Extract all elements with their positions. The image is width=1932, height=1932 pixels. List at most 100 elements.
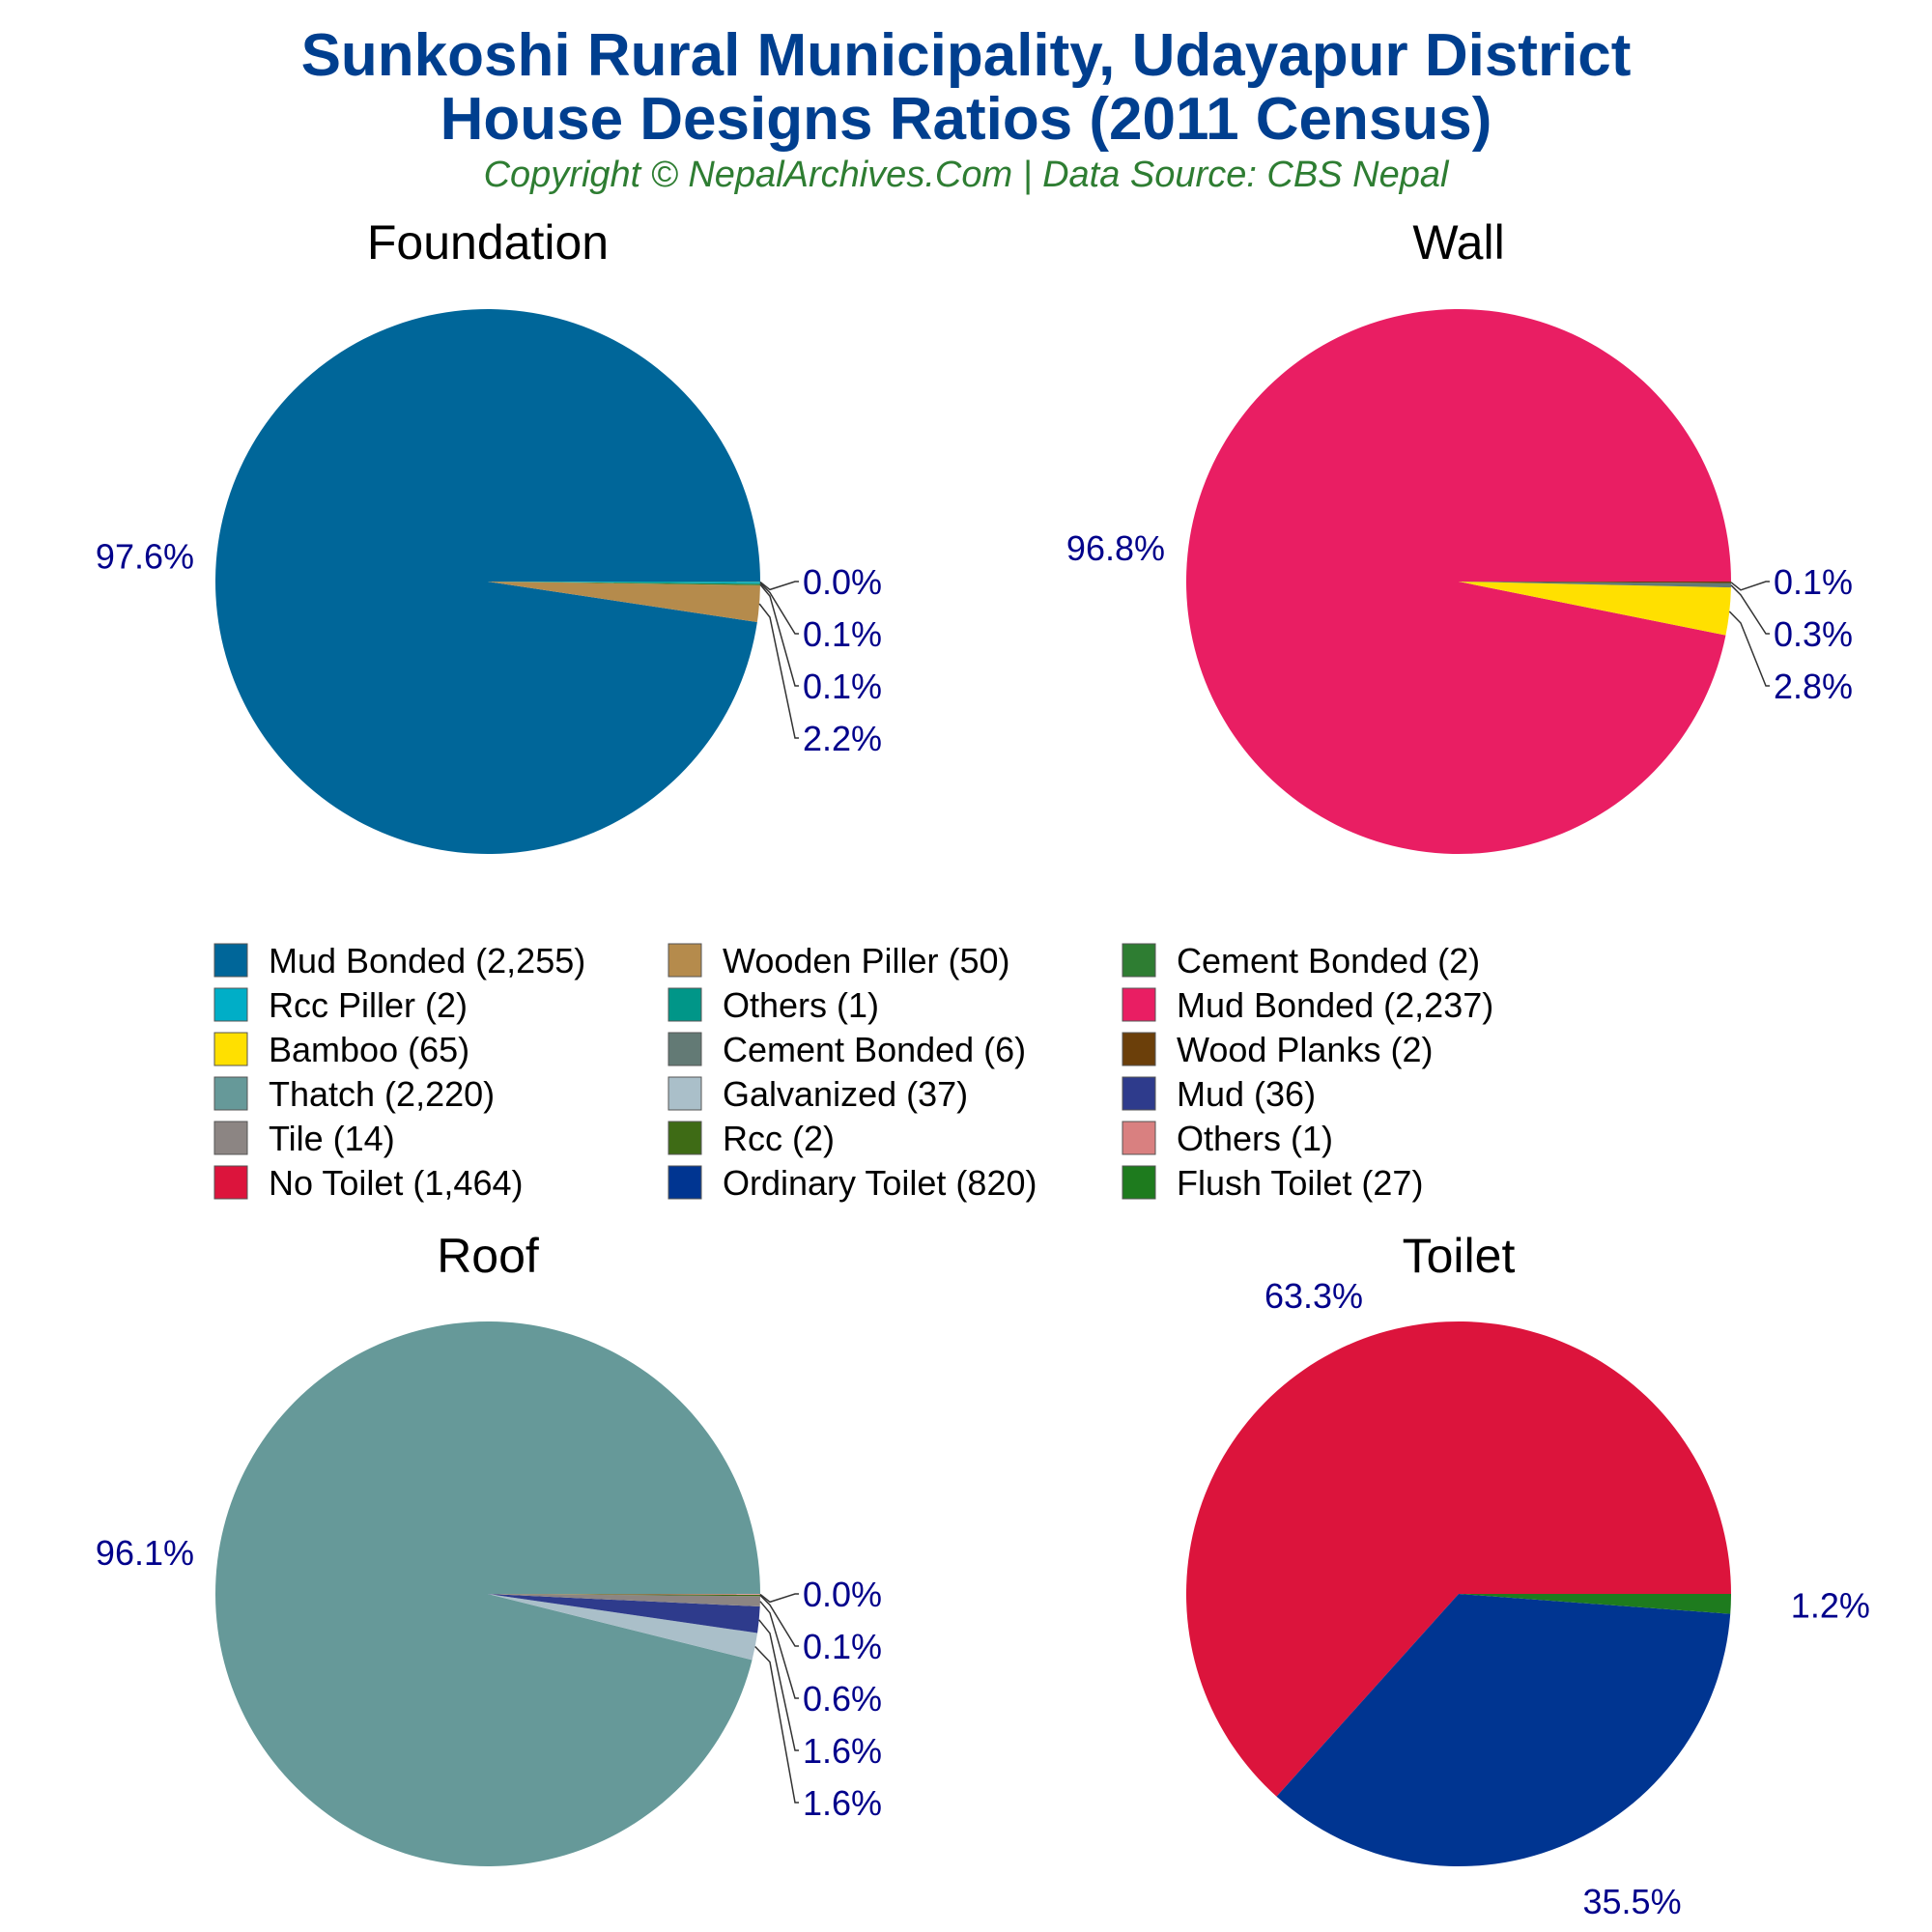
pie-leader-foundation-cement-bonded bbox=[759, 583, 799, 687]
legend-item-flush-toilet-27: Flush Toilet (27) bbox=[1122, 1163, 1423, 1203]
legend-item-galvanized-37: Galvanized (37) bbox=[668, 1074, 968, 1114]
pie-slice-foundation-mud-bonded bbox=[215, 308, 760, 854]
legend-swatch-tile-14 bbox=[213, 1121, 248, 1155]
legend-label-galvanized-37: Galvanized (37) bbox=[723, 1074, 968, 1114]
legend-label-mud-bonded-2-255: Mud Bonded (2,255) bbox=[269, 941, 585, 980]
legend-label-no-toilet-1-464: No Toilet (1,464) bbox=[269, 1163, 523, 1203]
legend-swatch-mud-bonded-2-237 bbox=[1122, 987, 1156, 1022]
legend-item-mud-36: Mud (36) bbox=[1122, 1074, 1316, 1114]
pie-title-wall: Wall bbox=[1412, 215, 1504, 270]
pie-label-roof-rcc: 0.1% bbox=[803, 1627, 882, 1666]
legend-label-mud-36: Mud (36) bbox=[1177, 1074, 1316, 1114]
legend-swatch-wooden-piller-50 bbox=[668, 943, 702, 978]
pie-label-roof-galvanized: 1.6% bbox=[803, 1783, 882, 1823]
pie-title-roof: Roof bbox=[437, 1229, 539, 1283]
legend-item-wooden-piller-50: Wooden Piller (50) bbox=[668, 941, 1009, 980]
pie-label-roof-mud: 1.6% bbox=[803, 1731, 882, 1771]
pie-label-roof-tile: 0.6% bbox=[803, 1679, 882, 1719]
legend-swatch-rcc-piller-2 bbox=[213, 987, 248, 1022]
pie-label-wall-mud-bonded: 96.8% bbox=[1066, 528, 1165, 568]
legend-label-wooden-piller-50: Wooden Piller (50) bbox=[723, 941, 1009, 980]
legend-item-no-toilet-1-464: No Toilet (1,464) bbox=[213, 1163, 523, 1203]
legend-swatch-thatch-2-220 bbox=[213, 1076, 248, 1111]
pie-slice-roof-others bbox=[488, 1594, 761, 1595]
pie-slice-roof-mud bbox=[488, 1594, 760, 1634]
legend-swatch-ordinary-toilet-820 bbox=[668, 1165, 702, 1200]
pie-slice-toilet-no-toilet bbox=[1186, 1321, 1731, 1797]
pie-toilet: Toilet 63.3% 35.5% 1.2% bbox=[1186, 1229, 1870, 1921]
legend-item-others-1: Others (1) bbox=[1122, 1119, 1333, 1158]
legend-label-others-1: Others (1) bbox=[723, 985, 879, 1025]
pie-label-toilet-ordinary-toilet: 35.5% bbox=[1583, 1882, 1682, 1921]
legend-item-wood-planks-2: Wood Planks (2) bbox=[1122, 1030, 1433, 1069]
legend-swatch-cement-bonded-6 bbox=[668, 1032, 702, 1066]
pie-label-foundation-wooden-piller: 2.2% bbox=[803, 719, 882, 758]
legend-swatch-others-1 bbox=[668, 987, 702, 1022]
pie-label-wall-cement-bonded: 0.3% bbox=[1774, 614, 1853, 654]
legend-item-mud-bonded-2-237: Mud Bonded (2,237) bbox=[1122, 985, 1493, 1025]
legend-item-cement-bonded-2: Cement Bonded (2) bbox=[1122, 941, 1480, 980]
pie-leader-roof-galvanized bbox=[754, 1645, 799, 1804]
pie-label-wall-wood-planks: 0.1% bbox=[1774, 562, 1853, 602]
legend-label-bamboo-65: Bamboo (65) bbox=[269, 1030, 469, 1069]
chart-title-line-2: House Designs Ratios (2011 Census) bbox=[440, 86, 1492, 153]
legend-swatch-no-toilet-1-464 bbox=[213, 1165, 248, 1200]
pie-label-roof-others: 0.0% bbox=[803, 1575, 882, 1614]
pie-slice-roof-galvanized bbox=[488, 1594, 758, 1661]
legend-item-ordinary-toilet-820: Ordinary Toilet (820) bbox=[668, 1163, 1037, 1203]
legend-label-tile-14: Tile (14) bbox=[269, 1119, 395, 1158]
legend-label-rcc-piller-2: Rcc Piller (2) bbox=[269, 985, 468, 1025]
pie-leader-roof-mud bbox=[758, 1619, 799, 1751]
pie-label-roof-thatch: 96.1% bbox=[96, 1533, 194, 1573]
legend-item-cement-bonded-6: Cement Bonded (6) bbox=[668, 1030, 1026, 1069]
legend-label-thatch-2-220: Thatch (2,220) bbox=[269, 1074, 495, 1114]
pie-foundation: Foundation 97.6% 0.0% 0.1% 0.1% 2.2% bbox=[96, 215, 882, 854]
legend-label-cement-bonded-6: Cement Bonded (6) bbox=[723, 1030, 1026, 1069]
pie-label-foundation-mud-bonded: 97.6% bbox=[96, 536, 194, 576]
pie-title-toilet: Toilet bbox=[1403, 1229, 1516, 1283]
legend-swatch-galvanized-37 bbox=[668, 1076, 702, 1111]
pie-slice-roof-tile bbox=[488, 1594, 760, 1607]
pie-slice-foundation-rcc-piller bbox=[488, 582, 760, 584]
pie-slice-toilet-flush-toilet bbox=[1459, 1594, 1731, 1614]
legend: Mud Bonded (2,255) Wooden Piller (50) Ceme… bbox=[213, 941, 1493, 1203]
pie-wall: Wall 96.8% 0.1% 0.3% 2.8% bbox=[1066, 215, 1853, 855]
pie-slice-toilet-ordinary-toilet bbox=[1276, 1594, 1731, 1866]
pie-slice-roof-rcc bbox=[488, 1594, 760, 1597]
legend-swatch-mud-36 bbox=[1122, 1076, 1156, 1111]
legend-item-mud-bonded-2-255: Mud Bonded (2,255) bbox=[213, 941, 585, 980]
pie-label-foundation-others: 0.0% bbox=[803, 562, 882, 602]
pie-label-toilet-no-toilet: 63.3% bbox=[1264, 1276, 1363, 1316]
pie-leader-wall-bamboo bbox=[1728, 611, 1770, 687]
legend-item-rcc-2: Rcc (2) bbox=[668, 1119, 835, 1158]
chart-title-line-1: Sunkoshi Rural Municipality, Udayapur Di… bbox=[300, 22, 1632, 89]
legend-label-mud-bonded-2-237: Mud Bonded (2,237) bbox=[1177, 985, 1493, 1025]
legend-swatch-wood-planks-2 bbox=[1122, 1032, 1156, 1066]
legend-swatch-flush-toilet-27 bbox=[1122, 1165, 1156, 1200]
pie-slice-foundation-wooden-piller bbox=[488, 582, 760, 623]
legend-label-cement-bonded-2: Cement Bonded (2) bbox=[1177, 941, 1480, 980]
pie-label-toilet-flush-toilet: 1.2% bbox=[1791, 1586, 1870, 1626]
legend-label-rcc-2: Rcc (2) bbox=[723, 1119, 835, 1158]
pie-slice-wall-mud-bonded bbox=[1185, 309, 1731, 855]
pie-leader-roof-others bbox=[759, 1593, 799, 1604]
pie-leader-wall-cement-bonded bbox=[1730, 584, 1770, 635]
legend-item-thatch-2-220: Thatch (2,220) bbox=[213, 1074, 495, 1114]
legend-label-wood-planks-2: Wood Planks (2) bbox=[1177, 1030, 1433, 1069]
pie-leader-roof-tile bbox=[759, 1601, 799, 1699]
legend-swatch-mud-bonded-2-255 bbox=[213, 943, 248, 978]
pie-leader-wall-wood-planks bbox=[1730, 581, 1770, 591]
legend-item-others-1: Others (1) bbox=[668, 985, 879, 1025]
legend-swatch-rcc-2 bbox=[668, 1121, 702, 1155]
pie-leader-foundation-wooden-piller bbox=[758, 603, 799, 739]
legend-item-rcc-piller-2: Rcc Piller (2) bbox=[213, 985, 468, 1025]
legend-label-others-1: Others (1) bbox=[1177, 1119, 1333, 1158]
pie-slice-wall-wood-planks bbox=[1459, 582, 1732, 583]
legend-item-bamboo-65: Bamboo (65) bbox=[213, 1030, 469, 1069]
pie-leader-foundation-rcc-piller bbox=[759, 582, 799, 635]
pie-slice-roof-thatch bbox=[214, 1321, 760, 1866]
pie-roof: Roof 96.1% 0.0% 0.1% 0.6% 1.6% 1.6% bbox=[96, 1229, 882, 1866]
legend-item-tile-14: Tile (14) bbox=[213, 1119, 395, 1158]
